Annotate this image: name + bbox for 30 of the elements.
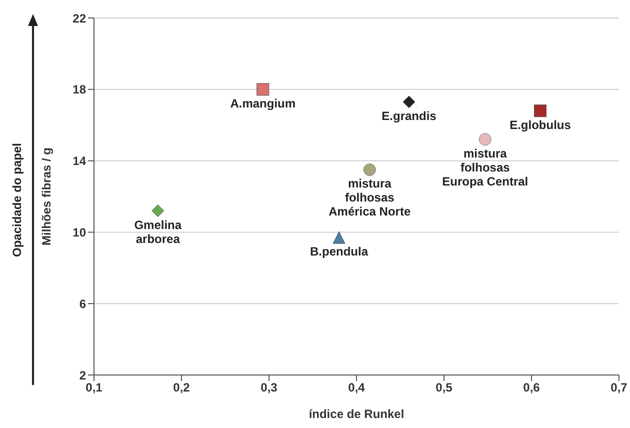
point: [402, 96, 416, 108]
y-tick-label: 2: [79, 368, 86, 382]
text: Opacidade do papel: [10, 142, 24, 258]
point: [256, 83, 270, 96]
series-label: E.grandis: [382, 108, 437, 123]
x-tick-label: 0,3: [260, 380, 278, 395]
point: [534, 104, 546, 118]
y-tick-label: 14: [72, 154, 86, 168]
y-tick-label: 22: [72, 11, 86, 26]
y-axis-title: Milhões fibras / g: [39, 147, 54, 246]
x-tick-label: 0,2: [173, 380, 190, 395]
x-tick-label: 0,6: [523, 380, 540, 395]
x-tick-label: 0,4: [348, 380, 366, 395]
point: [363, 163, 376, 176]
y-tick-label: 18: [72, 82, 86, 97]
y-tick-label: 10: [72, 225, 86, 240]
series-label: mistura folhosas América Norte: [328, 176, 411, 219]
x-tick-label: 0,5: [436, 380, 453, 395]
point: [332, 231, 346, 244]
x-tick-label: 0,7: [610, 380, 628, 395]
point: [478, 133, 492, 146]
x-tick-label: 0,1: [86, 380, 103, 395]
series-label: E.globulus: [510, 118, 572, 132]
series-label: B.pendula: [310, 244, 368, 259]
x-axis-title: índice de Runkel: [308, 407, 404, 421]
series-label: Gmelina arborea: [134, 218, 182, 246]
series-label: mistura folhosas Europa Central: [442, 146, 528, 188]
series-label: A.mangium: [230, 96, 296, 110]
point: [152, 204, 164, 218]
y-tick-label: 6: [79, 296, 86, 311]
